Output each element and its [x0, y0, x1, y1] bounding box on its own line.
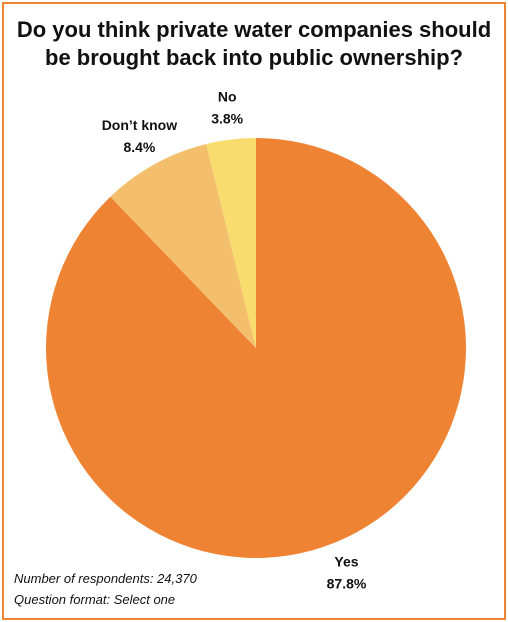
chart-title: Do you think private water companies sho…	[16, 17, 492, 70]
footnote: Number of respondents: 24,370	[14, 571, 198, 586]
pie-slice	[45, 138, 466, 558]
slice-label: Don’t know	[102, 117, 178, 133]
pie-slice	[110, 143, 256, 348]
slice-value-label: 3.8%	[211, 111, 243, 127]
slice-value-label: 8.4%	[123, 139, 155, 155]
slice-label: No	[218, 89, 237, 105]
slice-label: Yes	[334, 553, 358, 569]
slice-value-label: 87.8%	[327, 575, 367, 591]
pie-slice	[206, 138, 256, 348]
footnote: Question format: Select one	[14, 592, 175, 607]
